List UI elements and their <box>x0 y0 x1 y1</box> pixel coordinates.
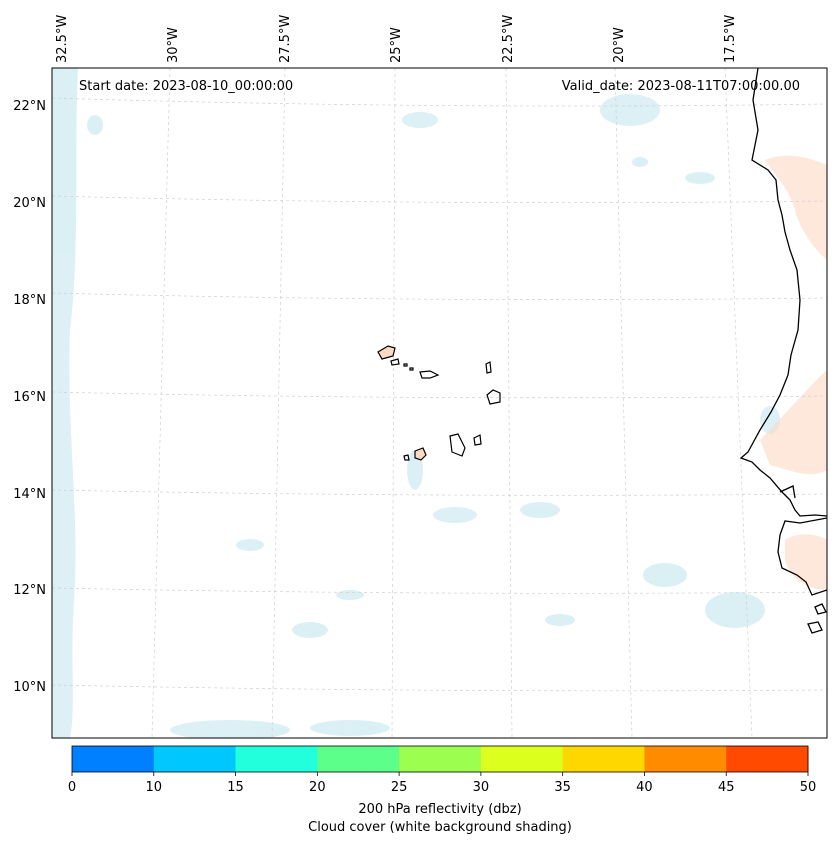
colorbar-segment-4 <box>399 746 482 772</box>
lon-label-22-5w: 22.5°W <box>501 15 516 63</box>
cloud-mid-north <box>685 172 715 184</box>
colorbar-label-reflectivity: 200 hPa reflectivity (dbz) <box>358 802 521 817</box>
lon-label-17-5w: 17.5°W <box>723 15 738 63</box>
cape-verde-islands <box>377 345 501 461</box>
lat-label-22n: 22°N <box>13 99 46 114</box>
map-frame <box>51 67 828 739</box>
lat-label-20n: 20°N <box>13 196 46 211</box>
refl-africa-south <box>785 534 827 590</box>
colorbar-tick-label-0: 0 <box>68 780 76 795</box>
colorbar-tick-label-2: 15 <box>227 780 244 795</box>
cloud-bottom <box>170 720 290 738</box>
map-background <box>52 68 827 738</box>
grid-lon-30w <box>151 68 171 738</box>
cloud-north-center <box>402 112 438 128</box>
valid-date-label: Valid_date: 2023-08-11T07:00:00.00 <box>562 79 800 94</box>
colorbar-segment-1 <box>153 746 237 772</box>
latitude-labels: 22°N 20°N 18°N 16°N 14°N 12°N 10°N <box>13 99 46 695</box>
map-area <box>51 67 828 739</box>
start-date-label: Start date: 2023-08-10_00:00:00 <box>79 79 293 94</box>
island-islet-2 <box>409 367 414 371</box>
colorbar-segment-0 <box>72 746 155 772</box>
coast-border-1 <box>779 485 796 499</box>
cloud-south-6 <box>545 614 575 626</box>
gridlines <box>52 68 827 738</box>
island-sal <box>485 361 492 374</box>
cloud-bottom-2 <box>310 720 390 736</box>
cloud-north-east <box>600 94 660 126</box>
grid-lon-22-5w <box>505 68 513 738</box>
cloud-south-8 <box>336 590 364 600</box>
colorbar-label-cloud-cover: Cloud cover (white background shading) <box>308 820 572 835</box>
cloud-west-edge <box>52 68 78 738</box>
grid-lat-20n <box>52 195 827 204</box>
colorbar-frame <box>71 745 809 773</box>
colorbar-segment-6 <box>562 746 645 772</box>
coast-bijagos <box>807 621 823 634</box>
island-islet <box>403 363 408 367</box>
island-boa-vista <box>486 389 501 405</box>
colorbar-segment-3 <box>317 746 400 772</box>
colorbar-ticks: 0 10 15 20 25 30 35 40 45 50 <box>68 772 816 795</box>
island-maio <box>473 434 482 446</box>
lon-label-32-5w: 32.5°W <box>55 15 70 63</box>
cloud-south-1 <box>433 507 477 523</box>
cloud-south-7 <box>236 539 264 551</box>
lat-label-12n: 12°N <box>13 583 46 598</box>
lat-label-14n: 14°N <box>13 487 46 502</box>
cloud-west-2 <box>87 115 103 135</box>
lat-label-18n: 18°N <box>13 293 46 308</box>
colorbar-tick-label-6: 35 <box>554 780 571 795</box>
colorbar-tick-label-7: 40 <box>636 780 653 795</box>
grid-lat-10n <box>52 684 827 692</box>
colorbar-tick-label-5: 30 <box>473 780 490 795</box>
grid-lat-14n <box>52 489 827 496</box>
grid-lon-20w <box>614 68 633 738</box>
africa-coastline <box>739 68 827 634</box>
cloud-cover-shading <box>52 68 780 738</box>
cloud-south-2 <box>520 502 560 518</box>
colorbar-tick-label-4: 25 <box>391 780 408 795</box>
lon-label-25w: 25°W <box>389 27 404 63</box>
colorbar-segment-5 <box>480 746 564 772</box>
colorbar-segment-2 <box>235 746 318 772</box>
colorbar-tick-label-3: 20 <box>309 780 326 795</box>
grid-lon-27-5w <box>271 68 286 738</box>
cloud-south-5 <box>292 622 328 638</box>
refl-africa-north <box>765 155 827 260</box>
island-brava <box>403 454 410 461</box>
grid-lat-16n <box>52 391 827 399</box>
lon-label-27-5w: 27.5°W <box>278 15 293 63</box>
longitude-labels: 32.5°W 30°W 27.5°W 25°W 22.5°W 20°W 17.5… <box>55 15 738 63</box>
island-santiago <box>449 433 466 457</box>
colorbar-tick-label-1: 10 <box>146 780 163 795</box>
island-fogo <box>414 447 427 461</box>
grid-lon-25w <box>391 68 396 738</box>
coast-gambia-guinea <box>777 517 827 596</box>
grid-lat-18n <box>52 292 827 301</box>
grid-lon-17-5w <box>724 68 753 738</box>
island-sao-nicolau <box>419 370 440 379</box>
cloud-near-islands <box>407 450 423 490</box>
lon-label-30w: 30°W <box>166 27 181 63</box>
colorbar-tick-label-9: 50 <box>800 780 817 795</box>
lat-label-16n: 16°N <box>13 390 46 405</box>
grid-lat-22n <box>52 97 827 107</box>
lon-label-20w: 20°W <box>612 27 627 63</box>
grid-lat-12n <box>52 587 827 594</box>
cloud-south-4 <box>705 592 765 628</box>
coast-mauritania-senegal <box>739 68 827 517</box>
cloud-south-3 <box>643 563 687 587</box>
colorbar-segment-7 <box>644 746 727 772</box>
colorbar: 0 10 15 20 25 30 35 40 45 50 200 hPa reflectivity… <box>68 745 816 835</box>
lat-label-10n: 10°N <box>13 680 46 695</box>
island-santo-antao <box>377 345 396 360</box>
island-sao-vicente <box>390 358 400 366</box>
colorbar-segment-8 <box>726 746 809 772</box>
colorbar-tick-label-8: 45 <box>718 780 735 795</box>
colorbar-segments <box>72 746 809 772</box>
cloud-north-small <box>632 157 648 167</box>
coast-islands-south <box>814 603 827 615</box>
